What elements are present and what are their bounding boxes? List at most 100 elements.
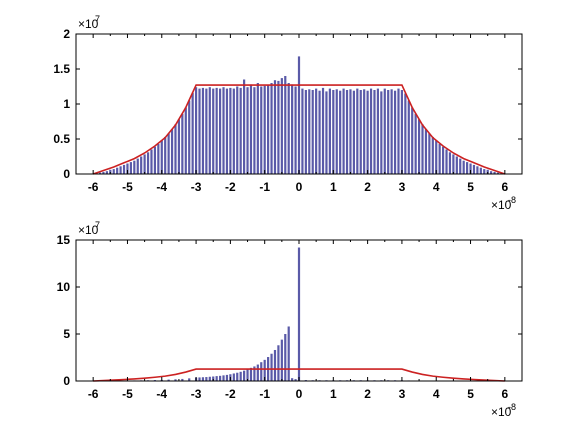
chart1-bar: [424, 129, 428, 174]
chart1-bar: [407, 100, 410, 174]
chart2-x-tick-label: -5: [122, 387, 133, 401]
chart1-bar: [98, 172, 102, 174]
chart1-bar: [332, 90, 335, 174]
chart1-bar: [431, 136, 434, 174]
chart1-bar: [160, 140, 163, 174]
chart2-bar: [287, 326, 290, 381]
chart1-bar: [369, 88, 373, 174]
chart2-bar: [260, 362, 263, 381]
chart1-bar: [256, 83, 259, 174]
chart2-y-multiplier: ×10: [78, 223, 99, 237]
chart1-y-tick-label: 0.5: [53, 132, 70, 146]
chart1-bar: [246, 87, 249, 174]
chart1-bar: [119, 166, 122, 174]
chart1-bar: [325, 91, 328, 174]
chart1-bar: [273, 80, 277, 174]
chart1-bar: [328, 88, 331, 174]
chart2-bar: [273, 349, 277, 381]
chart1-bar: [301, 88, 304, 174]
chart1-bar: [287, 83, 290, 174]
chart1-bar: [198, 88, 201, 174]
chart1-x-tick-label: 5: [467, 180, 474, 194]
chart1-x-tick-label: 2: [364, 180, 371, 194]
chart1-y-multiplier: ×10: [78, 17, 99, 31]
chart2-bar: [215, 376, 218, 381]
chart1-bar: [466, 162, 469, 174]
chart1-bar: [417, 119, 421, 174]
chart2-bar: [222, 375, 225, 381]
chart1-bar: [150, 149, 153, 174]
chart1-bar: [462, 160, 465, 174]
chart1-bar: [239, 87, 242, 174]
chart1-bar: [294, 86, 297, 174]
chart1-bar: [194, 87, 198, 174]
chart1-bar: [359, 90, 362, 174]
chart2-x-tick-label: -3: [191, 387, 202, 401]
chart1-bar: [339, 90, 342, 174]
chart2-bar: [188, 378, 191, 381]
chart1-bar: [129, 162, 132, 174]
chart1-bar: [356, 88, 359, 174]
chart2-x-tick-label: -2: [225, 387, 236, 401]
chart1-x-tick-label: -4: [156, 180, 167, 194]
chart1-x-tick-label: 1: [330, 180, 337, 194]
chart1-bar: [493, 171, 496, 174]
chart1-bar: [270, 83, 273, 174]
chart1-bar: [315, 88, 318, 174]
chart1-bar: [345, 90, 349, 174]
chart2-bar: [225, 374, 229, 381]
chart1-bar: [363, 89, 366, 174]
chart1-bar: [136, 158, 139, 174]
chart1-y-multiplier-exp: 7: [95, 14, 100, 24]
chart2-x-tick-label: 2: [364, 387, 371, 401]
chart1-x-multiplier-exp: -8: [508, 195, 516, 205]
chart1-bar: [191, 92, 194, 174]
chart1-bar: [122, 164, 126, 174]
chart1-bar: [352, 90, 355, 174]
chart2-bar: [218, 375, 222, 381]
chart2-bar: [253, 366, 256, 381]
chart2-bar: [284, 334, 287, 381]
chart2-x-tick-label: 0: [296, 387, 303, 401]
chart1-bar: [390, 89, 393, 174]
chart1-bar: [260, 86, 263, 174]
chart1-bar: [397, 88, 400, 174]
chart2-bar: [236, 372, 239, 381]
chart1-bar: [167, 133, 170, 174]
chart1-bar: [253, 87, 256, 174]
chart1-bar: [249, 84, 253, 174]
chart1-bar: [441, 146, 445, 174]
chart1-x-tick-label: -5: [122, 180, 133, 194]
chart2-x-tick-label: 4: [433, 387, 440, 401]
chart1-bar: [411, 107, 414, 174]
chart1-bar: [215, 87, 218, 174]
chart2-bar: [198, 377, 201, 381]
chart2-x-tick-label: 3: [399, 387, 406, 401]
chart1-x-tick-label: 4: [433, 180, 440, 194]
chart2-bar: [280, 339, 283, 381]
chart2-y-multiplier-exp: 7: [95, 220, 100, 230]
chart2-x-tick-label: -4: [156, 387, 167, 401]
chart2-bar: [246, 369, 249, 381]
chart1-bar: [490, 171, 493, 174]
chart1-x-tick-label: 6: [502, 180, 509, 194]
chart2-y-tick-label: 5: [63, 327, 70, 341]
chart1-y-tick-label: 1: [63, 97, 70, 111]
chart1-bar: [428, 133, 431, 174]
chart2-bar: [181, 378, 184, 381]
chart1-bar: [146, 152, 150, 174]
chart2-bar: [208, 376, 211, 381]
chart1-bar: [448, 152, 452, 174]
chart1-bar: [164, 136, 167, 174]
chart1-bar: [243, 79, 246, 174]
chart1-bar: [438, 143, 441, 174]
chart1-bar: [133, 160, 136, 174]
chart1-bar: [232, 88, 235, 174]
chart1-bar: [174, 124, 177, 174]
chart1-bar: [387, 90, 390, 174]
chart2-bar: [239, 371, 242, 381]
chart1-bar: [479, 167, 482, 174]
chart1-bar: [297, 56, 301, 174]
chart1-bar: [366, 90, 369, 174]
